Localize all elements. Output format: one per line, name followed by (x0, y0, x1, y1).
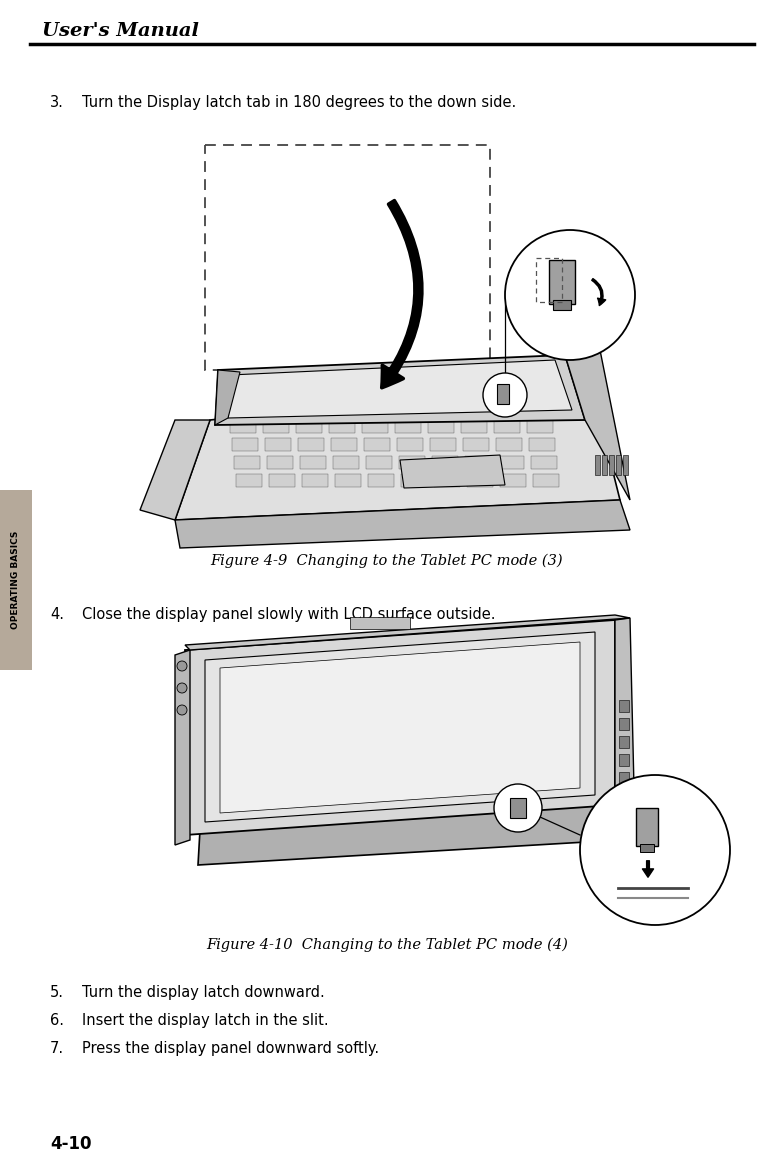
Polygon shape (368, 475, 394, 487)
Text: 4-10: 4-10 (50, 1135, 91, 1153)
Polygon shape (533, 475, 559, 487)
Polygon shape (140, 420, 210, 520)
Bar (553, 300, 571, 311)
Polygon shape (496, 438, 522, 451)
Bar (616, 455, 621, 475)
Bar (602, 455, 607, 475)
Text: Close the display panel slowly with LCD surface outside.: Close the display panel slowly with LCD … (82, 607, 495, 622)
Polygon shape (531, 456, 557, 469)
Bar (619, 772, 629, 784)
Text: Press the display panel downward softly.: Press the display panel downward softly. (82, 1041, 379, 1056)
Bar (640, 844, 654, 852)
Polygon shape (220, 642, 580, 813)
Polygon shape (329, 420, 355, 433)
Bar (619, 754, 629, 766)
Bar (536, 258, 562, 302)
Polygon shape (615, 618, 635, 840)
Polygon shape (432, 456, 458, 469)
Polygon shape (236, 475, 262, 487)
Bar (619, 700, 629, 712)
Polygon shape (298, 438, 324, 451)
Polygon shape (205, 632, 595, 822)
Polygon shape (395, 420, 421, 433)
Polygon shape (461, 420, 487, 433)
Polygon shape (228, 361, 572, 418)
Polygon shape (175, 650, 190, 846)
Bar (595, 455, 600, 475)
Polygon shape (185, 620, 615, 835)
Circle shape (494, 784, 542, 832)
Polygon shape (463, 438, 489, 451)
Polygon shape (232, 438, 258, 451)
Bar (619, 718, 629, 730)
Bar (623, 455, 628, 475)
Polygon shape (399, 456, 425, 469)
Text: Insert the display latch in the slit.: Insert the display latch in the slit. (82, 1013, 329, 1028)
Polygon shape (263, 420, 289, 433)
Polygon shape (397, 438, 423, 451)
Bar (636, 808, 658, 846)
Polygon shape (428, 420, 454, 433)
Polygon shape (215, 370, 240, 424)
Polygon shape (494, 420, 520, 433)
Text: 6.: 6. (50, 1013, 64, 1028)
Polygon shape (366, 456, 392, 469)
Bar (0, 490, 32, 670)
Text: OPERATING BASICS: OPERATING BASICS (12, 530, 20, 629)
Text: Figure 4-10  Changing to the Tablet PC mode (4): Figure 4-10 Changing to the Tablet PC mo… (206, 939, 568, 952)
Bar (497, 384, 509, 404)
Circle shape (505, 230, 635, 361)
Polygon shape (364, 438, 390, 451)
Polygon shape (302, 475, 328, 487)
Circle shape (177, 683, 187, 693)
Bar (510, 798, 526, 818)
Text: Turn the Display latch tab in 180 degrees to the down side.: Turn the Display latch tab in 180 degree… (82, 95, 516, 110)
Circle shape (580, 775, 730, 925)
Polygon shape (529, 438, 555, 451)
Polygon shape (215, 355, 585, 424)
Bar (609, 455, 614, 475)
Polygon shape (333, 456, 359, 469)
Text: 5.: 5. (50, 985, 64, 1000)
Polygon shape (335, 475, 361, 487)
Polygon shape (296, 420, 322, 433)
Polygon shape (230, 420, 256, 433)
FancyArrowPatch shape (592, 279, 606, 306)
Polygon shape (300, 456, 326, 469)
Polygon shape (265, 438, 291, 451)
Bar (619, 736, 629, 748)
Text: 4.: 4. (50, 607, 64, 622)
FancyArrowPatch shape (382, 200, 422, 387)
Circle shape (177, 661, 187, 671)
Polygon shape (185, 615, 630, 650)
Circle shape (177, 705, 187, 715)
Polygon shape (362, 420, 388, 433)
Text: Figure 4-9  Changing to the Tablet PC mode (3): Figure 4-9 Changing to the Tablet PC mod… (211, 554, 563, 569)
Bar (350, 618, 410, 629)
Polygon shape (400, 455, 505, 488)
Polygon shape (198, 800, 620, 865)
Polygon shape (175, 500, 630, 548)
Bar (549, 261, 575, 304)
Polygon shape (498, 456, 524, 469)
Polygon shape (434, 475, 460, 487)
Polygon shape (467, 475, 493, 487)
Polygon shape (267, 456, 293, 469)
Polygon shape (234, 456, 260, 469)
Circle shape (483, 373, 527, 418)
Text: User's Manual: User's Manual (42, 22, 199, 40)
Polygon shape (269, 475, 295, 487)
Text: 3.: 3. (50, 95, 64, 110)
Text: 7.: 7. (50, 1041, 64, 1056)
Polygon shape (401, 475, 427, 487)
Polygon shape (331, 438, 357, 451)
Polygon shape (430, 438, 456, 451)
Polygon shape (527, 420, 553, 433)
Text: Turn the display latch downward.: Turn the display latch downward. (82, 985, 325, 1000)
Polygon shape (500, 475, 526, 487)
Polygon shape (565, 350, 630, 500)
FancyArrowPatch shape (642, 861, 653, 877)
Polygon shape (175, 380, 620, 520)
Polygon shape (465, 456, 491, 469)
